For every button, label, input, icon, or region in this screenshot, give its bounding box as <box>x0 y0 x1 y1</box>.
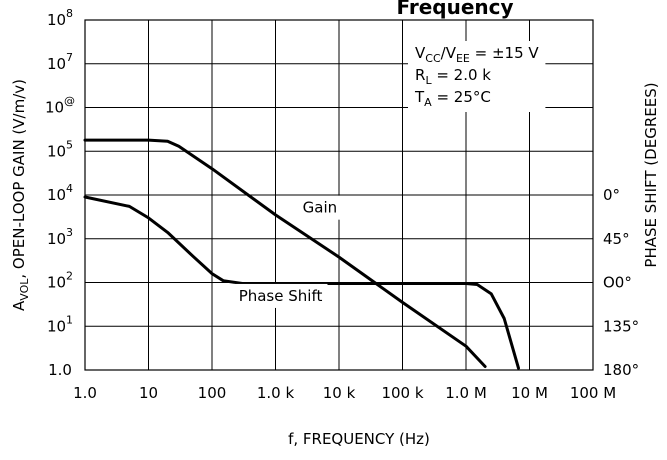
annotation-background <box>297 195 343 220</box>
test-condition: RL = 2.0 k <box>415 66 491 87</box>
grid <box>84 19 594 371</box>
annotation-background <box>233 283 328 308</box>
y-tick-label-left: 102 <box>47 270 73 292</box>
y-tick-label-right: 45° <box>603 230 630 248</box>
plot-frame <box>84 19 594 371</box>
y-tick-label-left: 104 <box>47 182 73 204</box>
y-tick-label-left: 101 <box>47 313 73 335</box>
conditions-background <box>408 41 546 112</box>
phase-shift-curve <box>83 195 520 370</box>
y-tick-label-left: 107 <box>47 51 73 73</box>
series-annotation: Phase Shift <box>239 287 323 305</box>
curves <box>83 138 520 370</box>
labels: Gain Phase Shift VCC/VEE = ±15 VRL = 2.0 k… <box>10 0 660 448</box>
x-tick-label: 100 k <box>381 384 423 402</box>
y-tick-label-right: 0° <box>603 186 620 204</box>
y-tick-label-right: 135° <box>603 317 639 335</box>
gain-curve <box>83 138 487 368</box>
y-tick-label-right: O0° <box>603 274 632 292</box>
test-condition: TA = 25°C <box>414 88 491 109</box>
x-tick-label: 10 <box>139 384 158 402</box>
x-axis-title: f, FREQUENCY (Hz) <box>288 430 430 448</box>
y-tick-label-left: 103 <box>47 226 73 248</box>
y-axis-title-right: PHASE SHIFT (DEGREES) <box>642 82 660 267</box>
x-tick-label: 100 M <box>570 384 616 402</box>
y-tick-label-right: 180° <box>603 361 639 379</box>
y-tick-label-left: 1.0 <box>48 361 72 379</box>
y-tick-label-left: 105 <box>47 138 73 160</box>
x-tick-label: 1.0 <box>73 384 97 402</box>
test-condition: VCC/VEE = ±15 V <box>415 44 539 65</box>
chart-title: Frequency <box>396 0 513 19</box>
y-tick-label-left: 108 <box>47 7 73 29</box>
series-annotation: Gain <box>303 199 338 217</box>
y-axis-title-left: AVOL, OPEN-LOOP GAIN (V/m/v) <box>10 79 31 311</box>
x-tick-label: 1.0 k <box>257 384 295 402</box>
x-tick-label: 10 k <box>323 384 356 402</box>
x-tick-label: 100 <box>198 384 227 402</box>
y-tick-label-left: 10@ <box>45 95 75 117</box>
x-tick-label: 1.0 M <box>445 384 487 402</box>
x-tick-label: 10 M <box>511 384 548 402</box>
